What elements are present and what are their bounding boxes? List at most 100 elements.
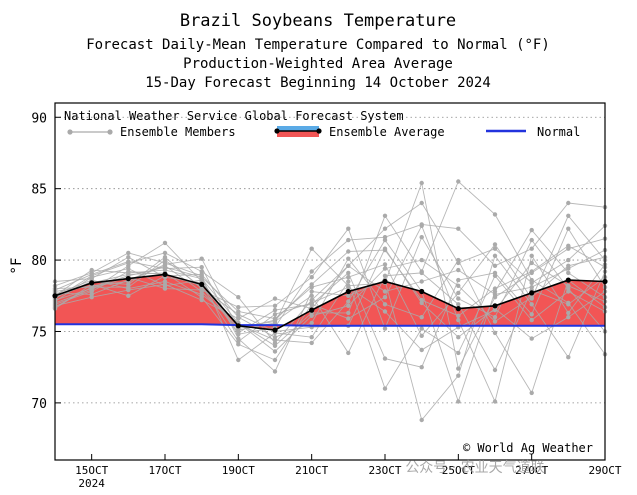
ensemble-member-point xyxy=(382,273,388,278)
ensemble-member-point xyxy=(236,309,241,314)
ensemble-member-point xyxy=(419,257,424,263)
ensemble-member-point xyxy=(272,349,278,354)
ensemble-member-point xyxy=(346,350,351,356)
ensemble-member-point xyxy=(419,200,424,206)
ensemble-member-point xyxy=(309,246,314,251)
chart-subtitle-2: Production-Weighted Area Average xyxy=(183,56,453,72)
ensemble-member-point xyxy=(272,296,278,301)
ensemble-member-point xyxy=(309,275,314,280)
ensemble-average-point xyxy=(455,306,461,312)
ensemble-average-point xyxy=(529,290,535,296)
ensemble-member-point xyxy=(419,333,424,338)
ensemble-member-point xyxy=(199,256,204,261)
ensemble-member-line xyxy=(54,214,606,337)
ensemble-member-point xyxy=(566,200,571,206)
ensemble-member-point xyxy=(199,289,204,294)
ensemble-member-point xyxy=(346,279,351,284)
ensemble-member-point xyxy=(456,283,461,288)
ensemble-member-point xyxy=(419,326,424,331)
x-tick-label: 27OCT xyxy=(515,464,548,477)
legend-members-dot xyxy=(107,129,113,135)
ensemble-member-point xyxy=(89,285,94,290)
ensemble-member-point xyxy=(456,373,461,378)
ensemble-member-point xyxy=(309,335,314,340)
legend-average-label: Ensemble Average xyxy=(329,125,445,139)
x-tick-label: 19OCT xyxy=(222,464,255,477)
credit-text: © World Ag Weather xyxy=(463,441,593,455)
ensemble-member-point xyxy=(126,266,131,271)
x-tick-label: 15OCT xyxy=(75,464,108,477)
ensemble-member-point xyxy=(89,267,94,273)
ensemble-member-point xyxy=(272,312,278,317)
ensemble-member-point xyxy=(236,330,241,336)
ensemble-member-line xyxy=(54,227,606,332)
ensemble-member-point xyxy=(419,223,424,228)
ensemble-member-point xyxy=(272,337,278,343)
ensemble-member-point xyxy=(272,343,278,348)
ensemble-member-point xyxy=(492,263,498,268)
legend-average-band xyxy=(277,126,319,131)
ensemble-member-point xyxy=(309,289,314,294)
ensemble-member-point xyxy=(236,295,241,300)
ensemble-member-point xyxy=(529,253,534,258)
ensemble-member-point xyxy=(566,226,571,231)
y-tick-label: 80 xyxy=(31,254,47,269)
ensemble-member-point xyxy=(529,277,534,283)
ensemble-member-point xyxy=(162,265,168,270)
ensemble-member-point xyxy=(309,269,314,274)
ensemble-average-point xyxy=(89,280,95,286)
ensemble-member-point xyxy=(529,390,534,396)
ensemble-member-point xyxy=(346,310,351,316)
ensemble-average-point xyxy=(309,307,315,313)
ensemble-member-point xyxy=(456,296,461,301)
ensemble-member-point xyxy=(346,293,351,298)
x-tick-label: 25OCT xyxy=(442,464,475,477)
ensemble-average-point xyxy=(199,281,205,287)
ensemble-member-point xyxy=(456,335,461,340)
y-axis-label: °F xyxy=(9,258,25,275)
ensemble-member-point xyxy=(126,285,131,290)
normal-line xyxy=(55,323,605,327)
ensemble-member-point xyxy=(346,256,351,261)
ensemble-member-point xyxy=(566,257,571,263)
ensemble-member-point xyxy=(346,237,351,243)
ensemble-member-point xyxy=(529,302,534,307)
ensemble-member-point xyxy=(492,270,498,276)
ensemble-member-line xyxy=(54,202,606,335)
ensemble-average-point xyxy=(492,303,498,309)
ensemble-member-point xyxy=(529,317,534,323)
ensemble-member-point xyxy=(199,275,204,280)
ensemble-member-point xyxy=(89,275,94,280)
ensemble-member-point xyxy=(419,279,424,284)
ensemble-member-point xyxy=(492,319,498,324)
gridlines xyxy=(55,116,605,404)
ensemble-member-point xyxy=(566,246,571,251)
ensemble-member-point xyxy=(529,336,534,341)
x-tick-label: 29OCT xyxy=(588,464,621,477)
ensemble-member-line xyxy=(54,181,606,370)
ensemble-member-point xyxy=(419,347,424,353)
ensemble-member-point xyxy=(456,226,461,231)
ensemble-average-line xyxy=(54,273,606,331)
ensemble-member-point xyxy=(566,355,571,360)
ensemble-member-point xyxy=(529,227,534,233)
ensemble-member-point xyxy=(309,320,314,326)
ensemble-member-point xyxy=(492,367,498,373)
anomaly-fill-area xyxy=(55,274,605,331)
ensemble-member-point xyxy=(236,336,241,341)
ensemble-member-point xyxy=(199,295,204,300)
legend-average-fill xyxy=(277,131,319,137)
ensemble-member-point xyxy=(89,292,94,297)
plot-frame xyxy=(54,102,606,461)
legend-normal-label: Normal xyxy=(537,125,580,139)
ensemble-member-point xyxy=(529,270,534,276)
ensemble-member-point xyxy=(566,286,571,291)
ensemble-member-point xyxy=(492,399,498,404)
ensemble-member-point xyxy=(566,310,571,316)
ensemble-member-line xyxy=(54,254,606,421)
ensemble-average-point xyxy=(565,277,571,283)
ensemble-member-point xyxy=(566,302,571,307)
ensemble-member-point xyxy=(456,179,461,184)
